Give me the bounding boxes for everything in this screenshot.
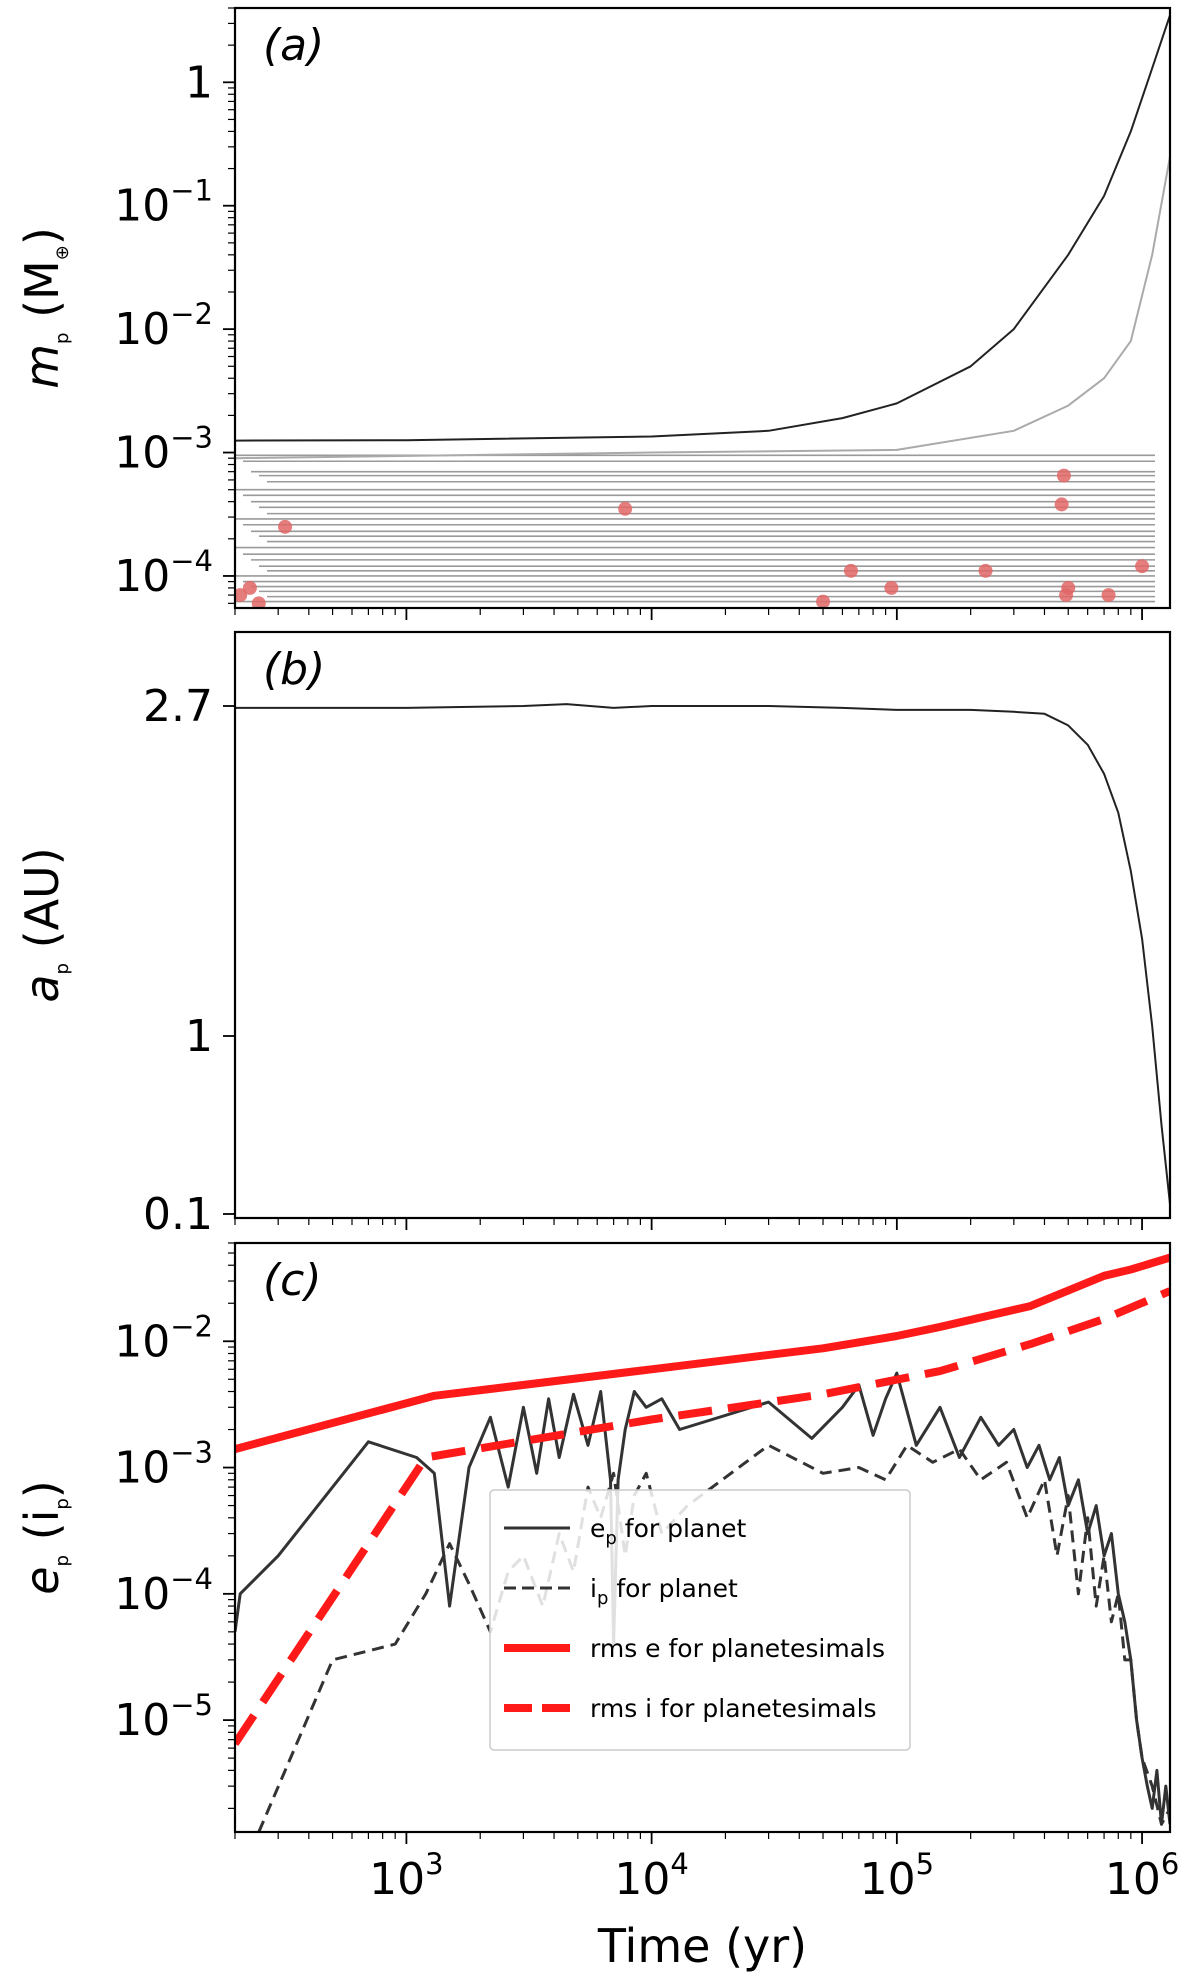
panel-label-b: (b) <box>263 644 325 695</box>
axis-frame-a <box>233 6 1172 610</box>
x-tick-label: 104 <box>614 1847 688 1905</box>
axis-frame-b <box>233 630 1172 1220</box>
y-tick-label-c: 10−4 <box>114 1562 213 1620</box>
series-line-a-1 <box>235 156 1170 460</box>
legend-box <box>489 1489 911 1751</box>
planetesimal-point <box>251 596 266 608</box>
panel-label-a: (a) <box>263 20 324 71</box>
panel-a: 10−4 10−3 10−2 10−1 1 (a) mp (M⊕) <box>15 6 1172 620</box>
legend-entry: ep for planet <box>590 1514 746 1549</box>
x-axis-label: Time (yr) <box>597 1919 807 1973</box>
planetesimal-point <box>242 580 257 595</box>
x-tick-label: 106 <box>1105 1847 1179 1905</box>
planetesimal-point <box>884 580 899 595</box>
x-tick-label: 103 <box>369 1847 443 1905</box>
y-tick-label-c: 10−5 <box>114 1688 213 1746</box>
x-tick-label: 105 <box>860 1847 934 1905</box>
series-line-b-0 <box>235 703 1170 1205</box>
planetesimal-point <box>618 501 633 516</box>
y-tick-label-a: 10−1 <box>114 174 213 232</box>
y-axis-label-a: mp (M⊕) <box>15 227 73 389</box>
planetesimal-point <box>1054 497 1069 512</box>
panel-c: 10−5 10−4 10−3 10−2 (c) ep (ip) ep for planet i… <box>15 1241 1172 1844</box>
y-tick-label-a: 10−2 <box>114 297 213 355</box>
y-tick-label-a: 10−3 <box>114 421 213 479</box>
legend-entry: ip for planet <box>590 1574 738 1609</box>
series-line-c-2 <box>235 1253 1170 1453</box>
planetesimal-point <box>843 563 858 578</box>
planetesimal-point <box>1059 588 1074 603</box>
legend-entry: rms e for planetesimals <box>590 1634 885 1663</box>
series-line-c-3 <box>235 1287 1170 1746</box>
y-tick-label-a: 10−4 <box>114 544 213 602</box>
panel-label-c: (c) <box>263 1255 322 1306</box>
planetesimal-point <box>1101 588 1116 603</box>
y-tick-label-b: 0.1 <box>143 1189 213 1240</box>
planetesimal-point <box>1135 559 1150 574</box>
plot-area-b <box>235 703 1170 1205</box>
planetesimal-point <box>1056 468 1071 483</box>
planetesimal-point <box>278 519 293 534</box>
plot-area-a <box>235 14 1170 608</box>
panel-b: 2.7 1 0.1 (b) ap (AU) <box>15 630 1172 1240</box>
series-line-a-0 <box>235 14 1170 442</box>
planetesimal-point <box>978 563 993 578</box>
planetesimal-point <box>816 594 831 608</box>
y-tick-label-c: 10−2 <box>114 1309 213 1367</box>
y-tick-label-a: 1 <box>185 57 213 108</box>
legend-entry: rms i for planetesimals <box>590 1694 877 1723</box>
y-tick-label-b: 2.7 <box>143 681 213 732</box>
y-tick-label-b: 1 <box>185 1011 213 1062</box>
legend: ep for planet ip for planet rms e for plan… <box>489 1489 911 1751</box>
y-axis-label-c: ep (ip) <box>15 1480 73 1595</box>
y-tick-label-c: 10−3 <box>114 1436 213 1494</box>
axis-frame-c <box>233 1241 1172 1834</box>
y-axis-label-b: ap (AU) <box>15 847 73 1002</box>
